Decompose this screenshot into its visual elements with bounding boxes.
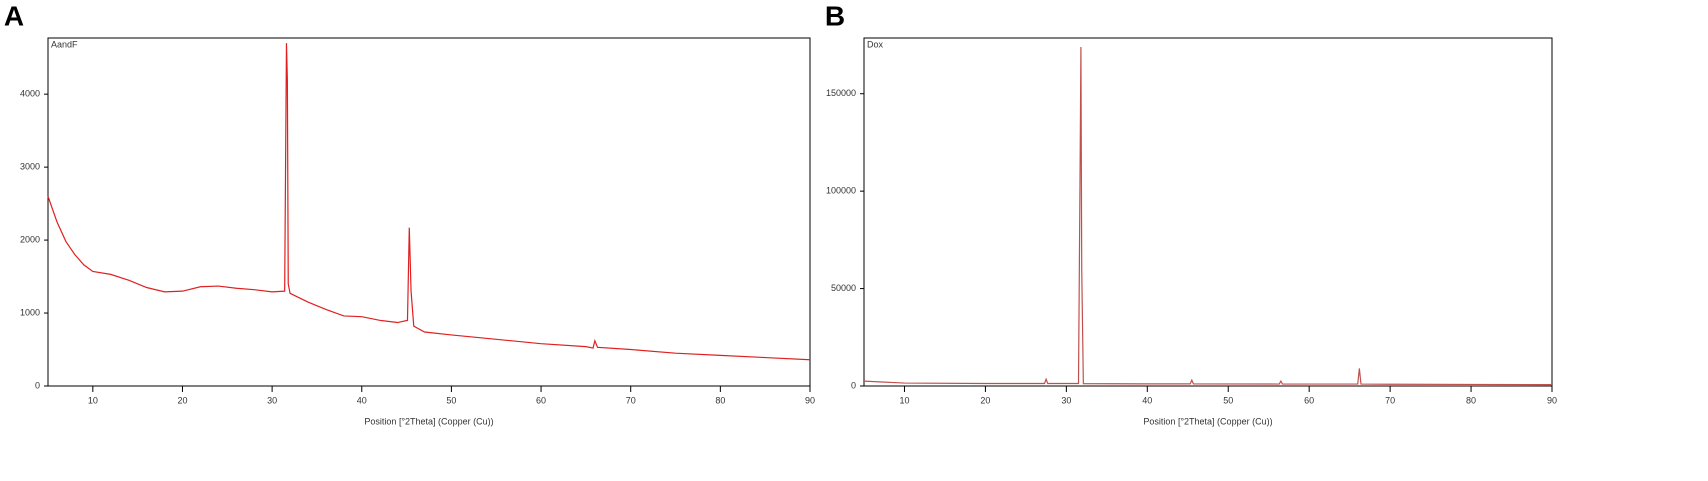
y-tick-label: 50000 bbox=[831, 283, 856, 293]
x-tick-label: 40 bbox=[357, 395, 367, 405]
x-tick-label: 90 bbox=[805, 395, 815, 405]
y-tick-label: 1000 bbox=[20, 307, 40, 317]
x-tick-label: 20 bbox=[980, 395, 990, 405]
x-tick-label: 70 bbox=[1385, 395, 1395, 405]
x-tick-label: 50 bbox=[446, 395, 456, 405]
x-tick-label: 40 bbox=[1142, 395, 1152, 405]
y-tick-label: 0 bbox=[851, 380, 856, 390]
x-tick-label: 10 bbox=[88, 395, 98, 405]
x-tick-label: 60 bbox=[1304, 395, 1314, 405]
legend-label: Dox bbox=[867, 39, 884, 49]
panel-label: A bbox=[4, 0, 24, 31]
panel-label: B bbox=[825, 0, 845, 31]
legend-label: AandF bbox=[51, 39, 78, 49]
y-tick-label: 4000 bbox=[20, 89, 40, 99]
y-tick-label: 0 bbox=[35, 380, 40, 390]
y-tick-label: 150000 bbox=[826, 88, 856, 98]
data-line bbox=[863, 46, 1553, 386]
x-tick-label: 30 bbox=[267, 395, 277, 405]
plot-frame bbox=[47, 37, 811, 387]
x-tick-label: 30 bbox=[1061, 395, 1071, 405]
x-tick-label: 60 bbox=[536, 395, 546, 405]
x-tick-label: 20 bbox=[177, 395, 187, 405]
y-tick-label: 100000 bbox=[826, 186, 856, 196]
x-axis-label: Position [°2Theta] (Copper (Cu)) bbox=[1143, 416, 1272, 426]
data-line bbox=[47, 43, 811, 361]
x-tick-label: 70 bbox=[626, 395, 636, 405]
x-tick-label: 90 bbox=[1547, 395, 1557, 405]
x-tick-label: 80 bbox=[1466, 395, 1476, 405]
x-axis-label: Position [°2Theta] (Copper (Cu)) bbox=[364, 416, 493, 426]
x-tick-label: 80 bbox=[715, 395, 725, 405]
plot-frame bbox=[863, 37, 1553, 387]
y-tick-label: 3000 bbox=[20, 162, 40, 172]
y-tick-label: 2000 bbox=[20, 234, 40, 244]
x-tick-label: 50 bbox=[1223, 395, 1233, 405]
x-tick-label: 10 bbox=[899, 395, 909, 405]
